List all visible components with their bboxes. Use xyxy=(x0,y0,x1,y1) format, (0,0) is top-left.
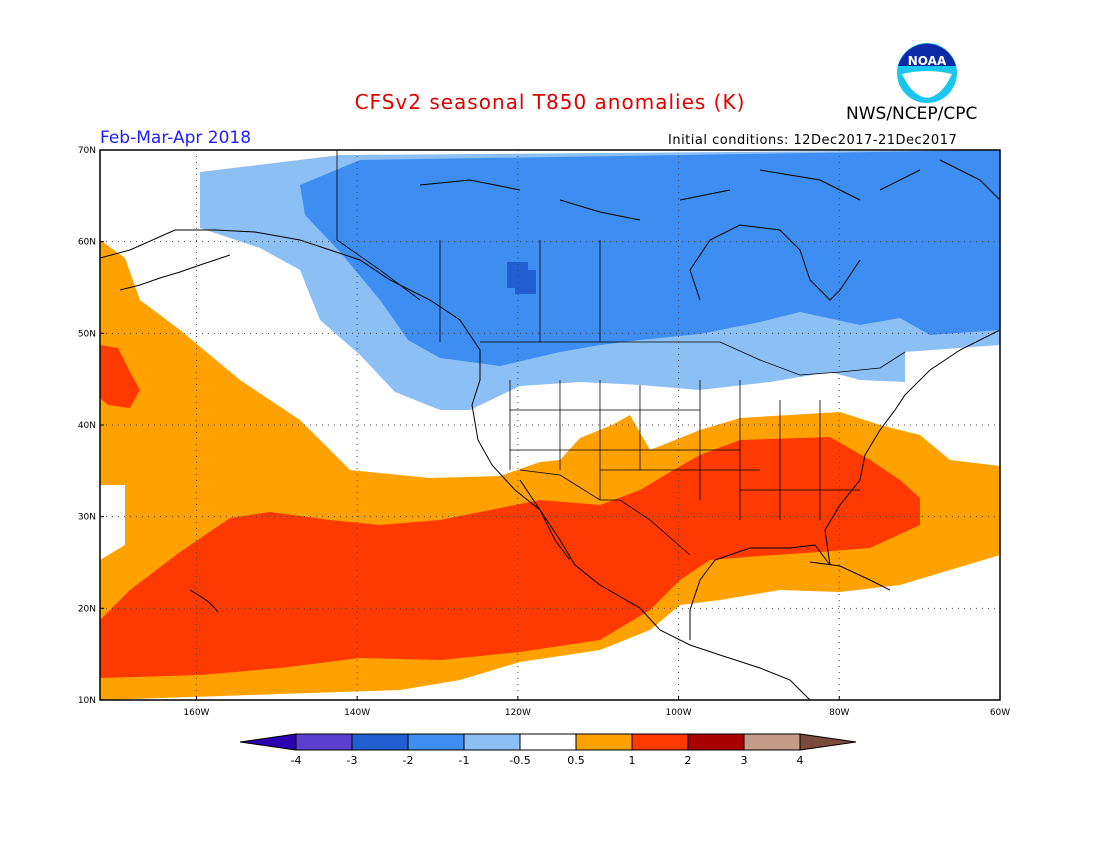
colorbar-label: -0.5 xyxy=(509,754,530,767)
baja-coastline xyxy=(519,479,571,561)
us-canada-border xyxy=(480,341,906,376)
colorbar-label: -1 xyxy=(459,754,470,767)
colorbar-segment xyxy=(463,733,521,751)
hawaii xyxy=(189,589,219,613)
lat-tick-label: 60N xyxy=(78,238,96,248)
lat-tick-label: 10N xyxy=(78,696,96,706)
colorbar-segment xyxy=(519,733,577,751)
colorbar-segment xyxy=(687,733,745,751)
lat-tick-label: 50N xyxy=(78,329,96,339)
lat-tick-label: 30N xyxy=(78,513,96,523)
colorbar-label: -2 xyxy=(403,754,414,767)
lat-tick-label: 20N xyxy=(78,604,96,614)
anomaly-region-red xyxy=(100,437,920,678)
colorbar-label: 4 xyxy=(797,754,804,767)
us-state-lines xyxy=(509,380,860,520)
anomaly-region-red-pacific-nw xyxy=(100,345,140,408)
lon-tick-label: 80W xyxy=(829,708,849,718)
anomaly-region-near-normal-caribbean xyxy=(720,570,1000,700)
colorbar-segment xyxy=(407,733,465,751)
colorbar-arrow-low xyxy=(239,733,297,751)
arctic-islands xyxy=(419,169,921,221)
lat-tick-label: 70N xyxy=(78,146,96,156)
hudson-bay-coastline xyxy=(689,224,861,301)
longitude-labels: 160W 140W 120W 100W 80W 60W xyxy=(183,696,1010,718)
colorbar-segment xyxy=(743,733,801,751)
colorbar-segment xyxy=(631,733,689,751)
colorbar-segment xyxy=(575,733,633,751)
latitude-labels: 70N 60N 50N 40N 30N 20N 10N xyxy=(78,146,104,706)
noaa-logo: NOAA xyxy=(897,43,957,103)
colorbar-label: 1 xyxy=(629,754,636,767)
map-title: CFSv2 seasonal T850 anomalies (K) xyxy=(354,90,746,114)
cuba-outline xyxy=(809,561,891,591)
lat-tick-label: 40N xyxy=(78,421,96,431)
north-america-coastline xyxy=(100,229,811,700)
anomaly-fields xyxy=(100,150,1000,700)
initial-conditions-label: Initial conditions: 12Dec2017-21Dec2017 xyxy=(668,133,958,148)
greenland-coast xyxy=(939,159,1000,201)
colorbar-label: 3 xyxy=(741,754,748,767)
political-boundaries xyxy=(336,150,906,556)
season-label: Feb-Mar-Apr 2018 xyxy=(100,128,252,148)
gulf-coastline xyxy=(689,329,1000,640)
colorbar-label: 0.5 xyxy=(567,754,585,767)
alaska-border xyxy=(336,150,421,301)
canada-province-lines xyxy=(439,240,601,342)
anomaly-region-blue xyxy=(300,150,1000,366)
lon-tick-label: 100W xyxy=(666,708,692,718)
colorbar-segment xyxy=(351,733,409,751)
anomaly-region-dark-blue xyxy=(507,262,536,294)
colorbar: -4 -3 -2 -1 -0.5 0.5 1 2 3 4 xyxy=(239,733,857,767)
agency-label: NWS/NCEP/CPC xyxy=(846,104,978,124)
lon-tick-label: 140W xyxy=(344,708,370,718)
anomaly-region-near-normal xyxy=(100,485,125,560)
us-mexico-border xyxy=(519,469,691,556)
lon-tick-label: 160W xyxy=(183,708,209,718)
aleutians xyxy=(119,254,231,291)
colorbar-label: -4 xyxy=(291,754,302,767)
logo-text: NOAA xyxy=(908,54,947,68)
coastlines xyxy=(100,159,1000,700)
colorbar-label: -3 xyxy=(347,754,358,767)
lon-tick-label: 60W xyxy=(990,708,1010,718)
colorbar-segment xyxy=(295,733,353,751)
colorbar-arrow-high xyxy=(799,733,857,751)
colorbar-label: 2 xyxy=(685,754,692,767)
lon-tick-label: 120W xyxy=(505,708,531,718)
